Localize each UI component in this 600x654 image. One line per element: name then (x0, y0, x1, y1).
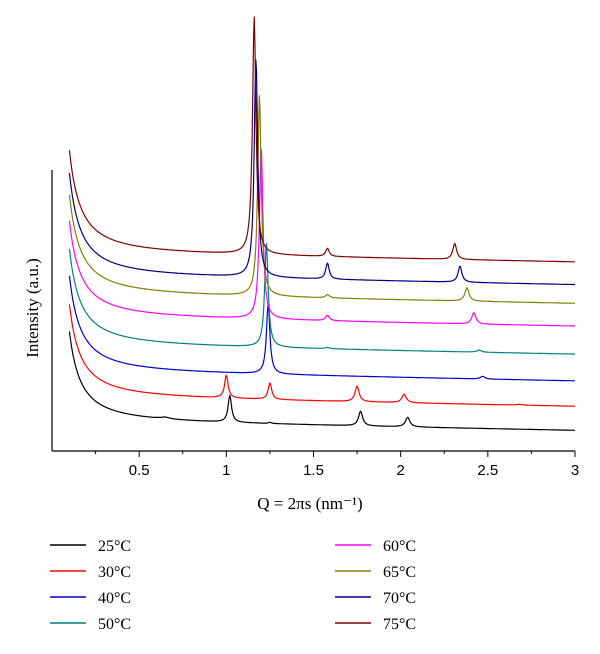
x-tick-label: 3 (571, 462, 579, 479)
legend-item: 70°C (335, 590, 416, 607)
legend-label: 70°C (383, 590, 416, 607)
legend-item: 40°C (50, 590, 131, 607)
legend-item: 50°C (50, 616, 131, 633)
x-ticks: 0.5 1 1.5 2 2.5 3 (95, 451, 579, 479)
series-line-65c (68, 95, 575, 304)
y-axis-title: Intensity (a.u.) (23, 258, 42, 358)
x-tick-label: 2 (396, 462, 404, 479)
legend-item: 60°C (335, 538, 416, 555)
x-tick-label: 1.5 (303, 462, 324, 479)
legend-item: 30°C (50, 564, 131, 581)
axes (51, 170, 575, 452)
legend-label: 65°C (383, 564, 416, 581)
series-line-25c (68, 331, 575, 431)
curves (68, 16, 576, 431)
series-line-70c (68, 59, 576, 286)
legend-item: 75°C (335, 616, 416, 633)
series-line-60c (68, 149, 575, 327)
legend: 25°C 30°C 40°C 50°C 60°C 65°C 70°C 75°C (50, 538, 416, 633)
x-tick-label: 1 (222, 462, 230, 479)
legend-label: 30°C (98, 564, 131, 581)
series-line-30c (68, 304, 575, 407)
series-line-40c (68, 275, 575, 382)
x-axis-title: Q = 2πs (nm⁻¹) (257, 494, 362, 513)
x-tick-label: 2.5 (477, 462, 498, 479)
legend-label: 75°C (383, 616, 416, 633)
legend-label: 50°C (98, 616, 131, 633)
legend-label: 25°C (98, 538, 131, 555)
legend-label: 40°C (98, 590, 131, 607)
series-line-50c (68, 243, 575, 355)
series-line-75c (68, 16, 575, 263)
legend-label: 60°C (383, 538, 416, 555)
legend-item: 25°C (50, 538, 131, 555)
x-tick-label: 0.5 (129, 462, 150, 479)
legend-item: 65°C (335, 564, 416, 581)
